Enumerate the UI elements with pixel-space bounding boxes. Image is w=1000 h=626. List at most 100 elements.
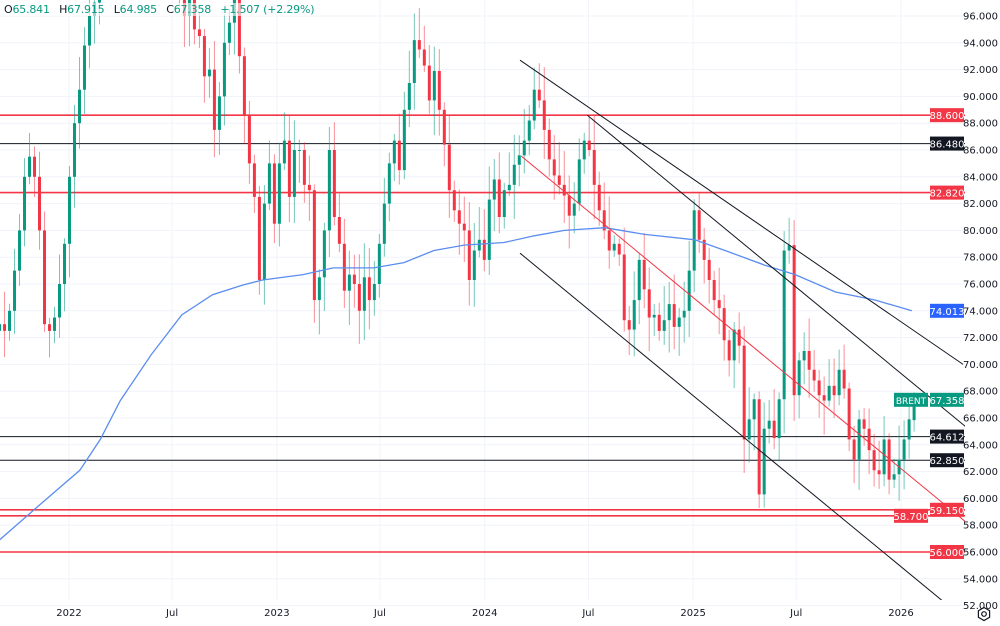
candle [557,142,561,195]
candle [537,63,541,109]
price-axis[interactable]: 52.000 54.000 56.000 58.000 60.000 62.000 64.0… [963,12,998,613]
candle-body [327,150,331,231]
candle-body [382,203,386,244]
candle [842,344,846,399]
candle [787,217,791,264]
candle-body [762,428,766,495]
candle [457,189,461,255]
candle-body [867,428,871,451]
plot-area[interactable] [0,0,966,606]
candle [882,416,886,487]
candle [43,211,47,332]
candle [507,152,511,197]
candle-body [352,274,356,284]
candle [48,318,52,358]
candle-body [542,100,546,130]
candle-body [567,195,571,216]
price-tick-label: 64.000 [963,440,998,451]
level-price-label: 62.850 [930,456,965,467]
candle [657,302,661,341]
candle [487,166,491,275]
candle [517,135,521,187]
moving-average-line [0,227,912,541]
candle-body [697,210,701,240]
open-value: 65.841 [12,3,50,16]
candle [622,227,626,332]
candle-body [227,22,231,43]
candle-body [487,199,491,260]
candle-body [632,300,636,330]
candle-body [547,129,551,160]
candle-body [812,369,816,381]
candle [572,182,576,234]
symbol-label: BRENT [896,397,927,407]
candle [792,220,796,421]
candle-body [222,42,226,97]
price-tick-label: 96.000 [963,12,998,23]
candle [437,49,441,136]
candle-body [38,176,42,231]
price-tick-label: 66.000 [963,414,998,425]
candle [482,209,486,272]
price-tick-label: 90.000 [963,92,998,103]
candle-body [422,49,426,66]
price-tick-label: 78.000 [963,253,998,264]
candle [772,389,776,450]
price-tick-label: 84.000 [963,172,998,183]
time-tick-label: 2022 [56,608,81,619]
candle-body [242,56,246,116]
price-tick-label: 82.000 [963,199,998,210]
trendline [519,252,943,600]
candle [812,350,816,392]
candle-body [837,369,841,396]
candle [617,238,621,267]
candle [902,420,906,490]
candle-body [87,16,91,46]
price-tick-label: 94.000 [963,38,998,49]
candle [877,440,881,489]
candle-body [417,40,421,50]
candle [852,425,856,484]
time-tick-label: Jul [789,608,802,619]
symbol-label-bg [894,392,928,407]
candle [202,28,206,103]
candle-body [777,399,781,439]
candle-body [617,243,621,255]
candle [272,154,276,244]
trendline [519,59,964,365]
candle [242,47,246,144]
candle [427,45,431,114]
candle-body [752,399,756,420]
candle [582,132,586,174]
settings-gear-icon[interactable] [976,606,992,622]
low-value: 64.985 [119,3,157,16]
candle-body [272,163,276,224]
candle-body [507,184,511,191]
level-price-label-bg [930,185,964,200]
horizontal-levels [0,114,965,553]
candle-body [48,324,52,331]
candle-body [472,250,476,280]
candle-body [912,399,916,421]
candle-body [28,156,32,177]
candle-body [857,419,861,460]
candle [497,152,501,234]
candle [762,402,766,508]
candle [462,196,466,263]
time-axis[interactable]: 2022 Jul 2023 Jul 2024 Jul 2025 Jul 2026 [56,608,913,619]
candle [442,102,446,167]
candle-body [782,250,786,400]
candle [397,113,401,185]
high-key: H [59,3,68,16]
candle [13,248,17,334]
last-price-label: 67.358 [930,396,965,407]
level-price-label-bg [930,502,964,517]
candle-body [302,150,306,185]
candle-body [772,420,776,439]
candle-body [832,385,836,396]
candle-body [612,243,616,251]
candle-body [852,439,856,460]
candle-body [882,439,886,475]
price-tick-label: 60.000 [963,494,998,505]
